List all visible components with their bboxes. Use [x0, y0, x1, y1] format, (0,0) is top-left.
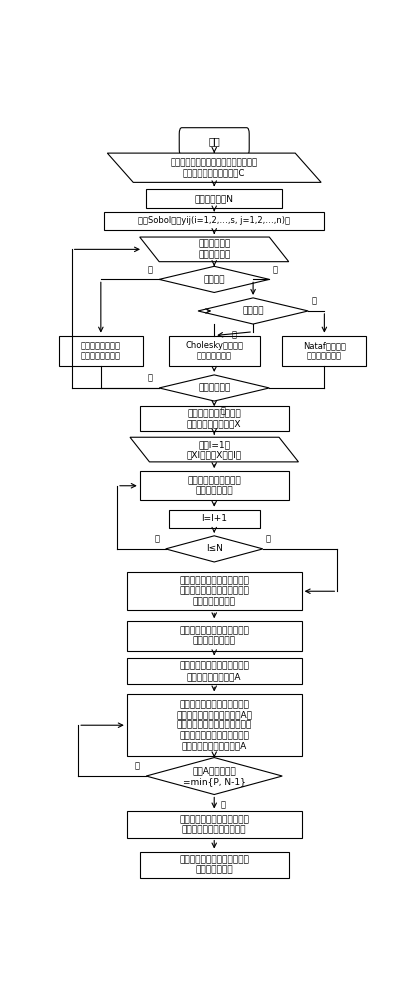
- Text: 获得Sobol序列yij(i=1,2,…,s, j=1,2,…,n)。: 获得Sobol序列yij(i=1,2,…,s, j=1,2,…,n)。: [138, 216, 290, 225]
- Bar: [169, 510, 260, 528]
- Bar: [127, 621, 302, 651]
- Text: 设置I=1，
设XI为矩阵X的第I列: 设置I=1， 设XI为矩阵X的第I列: [187, 440, 242, 459]
- Polygon shape: [107, 153, 321, 182]
- Bar: [140, 406, 289, 431]
- Bar: [169, 336, 260, 366]
- Bar: [146, 189, 282, 208]
- Bar: [127, 694, 302, 756]
- Text: 计算系统状态矩阵特征
值，并保存结果: 计算系统状态矩阵特征 值，并保存结果: [187, 476, 241, 495]
- Text: 是: 是: [154, 534, 159, 544]
- Text: 否: 否: [148, 265, 153, 274]
- Polygon shape: [140, 237, 289, 262]
- Text: 否: 否: [266, 534, 271, 544]
- Text: 否: 否: [148, 374, 153, 383]
- Bar: [140, 471, 289, 500]
- Text: 是: 是: [311, 297, 316, 306]
- Polygon shape: [159, 375, 269, 401]
- Text: 是: 是: [273, 265, 278, 274]
- FancyBboxPatch shape: [179, 128, 249, 155]
- Text: 采用回归估计法得到正交多项
式基系数的估计式: 采用回归估计法得到正交多项 式基系数的估计式: [179, 626, 249, 646]
- Text: 按照遍历次序
选择某个变量: 按照遍历次序 选择某个变量: [198, 240, 230, 259]
- Polygon shape: [198, 298, 308, 324]
- Polygon shape: [166, 536, 263, 562]
- Bar: [282, 336, 367, 366]
- Text: 将得到的样本合成得到
输入随机变量的矩阵X: 将得到的样本合成得到 输入随机变量的矩阵X: [187, 409, 242, 428]
- Text: 得到正交多项式基经筛选后的
稀疏多项式混沌展开表达式: 得到正交多项式基经筛选后的 稀疏多项式混沌展开表达式: [179, 815, 249, 834]
- Text: 集合A中元素个数
=min{P, N-1}: 集合A中元素个数 =min{P, N-1}: [183, 766, 246, 786]
- Text: Nataf变换获得
相关变量的样本: Nataf变换获得 相关变量的样本: [303, 341, 346, 361]
- Bar: [140, 852, 289, 878]
- Text: 开始: 开始: [208, 137, 220, 147]
- Polygon shape: [159, 266, 269, 292]
- Text: 确定采样规模N: 确定采样规模N: [195, 194, 234, 203]
- Bar: [127, 658, 302, 684]
- Text: 获得电网数据、随机变量模型及其累积
概率分布、相关系数矩阵C: 获得电网数据、随机变量模型及其累积 概率分布、相关系数矩阵C: [171, 158, 258, 177]
- Text: 选取对残差相关性最强的正交
多项式基，移入集合A: 选取对残差相关性最强的正交 多项式基，移入集合A: [179, 662, 249, 681]
- Text: 是: 是: [221, 800, 226, 809]
- Text: 否: 否: [135, 761, 140, 770]
- Text: 得到系统输出的概率密度函数
和累积分布函数: 得到系统输出的概率密度函数 和累积分布函数: [179, 855, 249, 874]
- Text: 是否正态: 是否正态: [242, 306, 264, 315]
- Text: 将对残差相关性最强的正交多
项式基的系数沿残差与集合A的
最小二乘估计方向增加，直到相
关度和残差与另一正交多项式
基相等，将后者移入集合A: 将对残差相关性最强的正交多 项式基的系数沿残差与集合A的 最小二乘估计方向增加，…: [176, 700, 252, 751]
- Bar: [127, 572, 302, 610]
- Bar: [127, 811, 302, 838]
- Bar: [104, 212, 324, 230]
- Text: 根据累积概率分布
的逆函数获得样本: 根据累积概率分布 的逆函数获得样本: [81, 341, 121, 361]
- Text: 将用样本计算得到的状态矩阵
特征值表达为关于标准正交多
项式基的混沌展开: 将用样本计算得到的状态矩阵 特征值表达为关于标准正交多 项式基的混沌展开: [179, 576, 249, 606]
- Text: Cholesky分解获得
相关变量的样本: Cholesky分解获得 相关变量的样本: [185, 341, 243, 361]
- Text: 否: 否: [231, 330, 236, 339]
- Text: 是: 是: [221, 406, 226, 415]
- Polygon shape: [146, 758, 282, 795]
- Polygon shape: [130, 437, 298, 462]
- Text: 是否相关: 是否相关: [204, 275, 225, 284]
- Text: I=I+1: I=I+1: [201, 514, 227, 523]
- Text: I≤N: I≤N: [206, 544, 223, 553]
- Bar: [59, 336, 143, 366]
- Text: 是否遍历完全: 是否遍历完全: [198, 383, 230, 392]
